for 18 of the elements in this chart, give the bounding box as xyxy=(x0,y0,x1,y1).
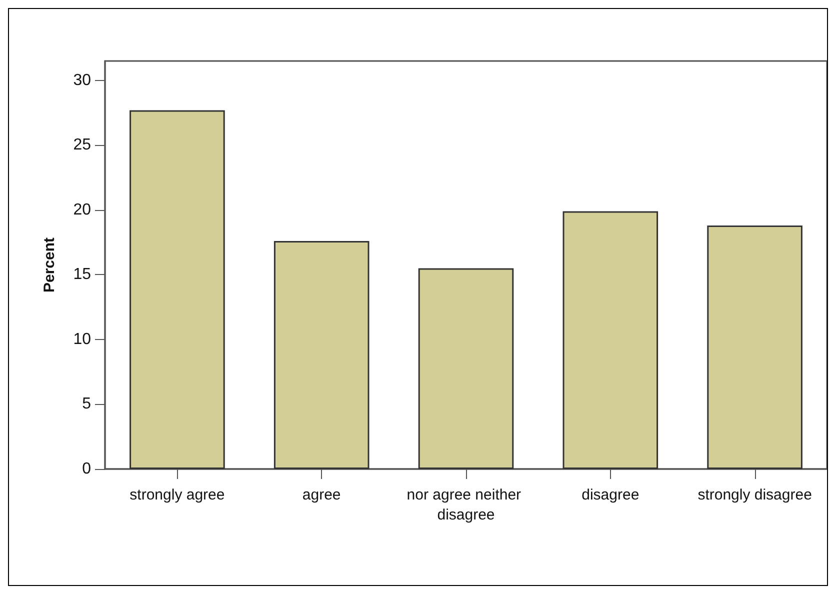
bar xyxy=(274,241,370,469)
x-tick-label: strongly agree xyxy=(130,486,225,504)
x-tick-label: nor agree neither disagree xyxy=(406,486,526,524)
x-tick-label: strongly disagree xyxy=(698,486,812,504)
y-tick-label: 15 xyxy=(73,266,92,284)
y-tick-label: 20 xyxy=(73,201,92,218)
bar xyxy=(707,225,802,469)
y-tick-label: 10 xyxy=(73,330,92,348)
x-tick-label: disagree xyxy=(582,486,640,504)
y-tick-label: 0 xyxy=(82,460,92,478)
y-tick-label: 25 xyxy=(73,136,92,154)
y-tick-label: 5 xyxy=(82,396,92,413)
bar xyxy=(418,268,514,469)
bar xyxy=(562,211,658,469)
y-axis-title: Percent xyxy=(41,237,58,293)
y-tick-label: 30 xyxy=(73,72,92,89)
bar xyxy=(130,110,225,469)
x-tick-label: agree xyxy=(302,486,341,504)
